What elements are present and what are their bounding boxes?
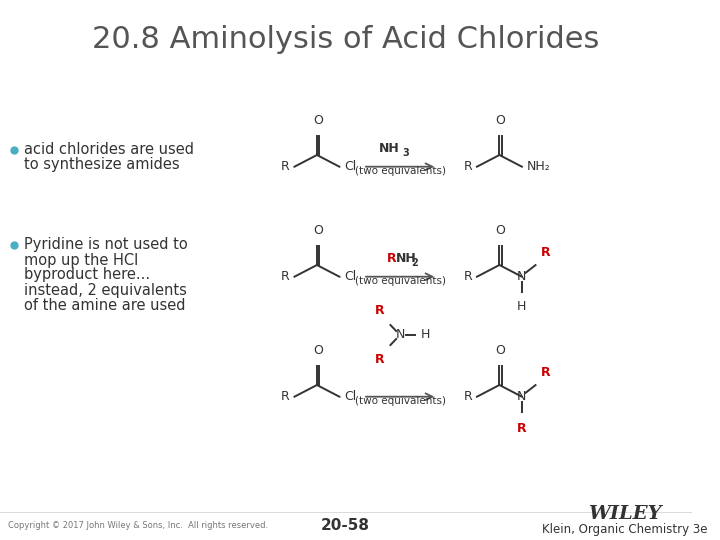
Text: H: H bbox=[421, 328, 431, 341]
Text: O: O bbox=[495, 345, 505, 357]
Text: NH: NH bbox=[396, 252, 417, 265]
Text: NH₂: NH₂ bbox=[527, 160, 551, 173]
Text: Copyright © 2017 John Wiley & Sons, Inc.  All rights reserved.: Copyright © 2017 John Wiley & Sons, Inc.… bbox=[8, 522, 268, 530]
Text: 2: 2 bbox=[412, 258, 418, 268]
Text: H: H bbox=[517, 300, 526, 313]
Text: (two equivalents): (two equivalents) bbox=[354, 396, 446, 406]
Text: R: R bbox=[464, 160, 472, 173]
Text: Cl: Cl bbox=[344, 160, 356, 173]
Text: N: N bbox=[517, 270, 526, 283]
Text: R: R bbox=[464, 270, 472, 283]
Text: R: R bbox=[541, 246, 551, 259]
Text: O: O bbox=[313, 225, 323, 238]
Text: O: O bbox=[313, 114, 323, 127]
Text: R: R bbox=[541, 366, 551, 379]
Text: Cl: Cl bbox=[344, 390, 356, 403]
Text: R: R bbox=[375, 304, 384, 317]
Text: (two equivalents): (two equivalents) bbox=[354, 276, 446, 286]
Text: O: O bbox=[495, 225, 505, 238]
Text: Cl: Cl bbox=[344, 270, 356, 283]
Text: 20-58: 20-58 bbox=[321, 518, 370, 534]
Text: byproduct here...: byproduct here... bbox=[24, 267, 150, 282]
Text: WILEY: WILEY bbox=[588, 505, 661, 523]
Text: instead, 2 equivalents: instead, 2 equivalents bbox=[24, 282, 187, 298]
Text: O: O bbox=[495, 114, 505, 127]
Text: 3: 3 bbox=[402, 148, 409, 158]
Text: Pyridine is not used to: Pyridine is not used to bbox=[24, 238, 188, 253]
Text: N: N bbox=[395, 328, 405, 341]
Text: acid chlorides are used: acid chlorides are used bbox=[24, 143, 194, 158]
Text: (two equivalents): (two equivalents) bbox=[354, 166, 446, 176]
Text: R: R bbox=[281, 270, 289, 283]
Text: O: O bbox=[313, 345, 323, 357]
Text: R: R bbox=[464, 390, 472, 403]
Text: N: N bbox=[517, 390, 526, 403]
Text: mop up the HCl: mop up the HCl bbox=[24, 253, 138, 267]
Text: R: R bbox=[387, 252, 396, 265]
Text: to synthesize amides: to synthesize amides bbox=[24, 158, 179, 172]
Text: NH: NH bbox=[379, 141, 400, 154]
Text: 20.8 Aminolysis of Acid Chlorides: 20.8 Aminolysis of Acid Chlorides bbox=[92, 25, 600, 54]
Text: R: R bbox=[281, 160, 289, 173]
Text: of the amine are used: of the amine are used bbox=[24, 298, 186, 313]
Text: R: R bbox=[375, 353, 384, 366]
Text: R: R bbox=[281, 390, 289, 403]
Text: R: R bbox=[517, 422, 527, 435]
Text: Klein, Organic Chemistry 3e: Klein, Organic Chemistry 3e bbox=[541, 523, 707, 536]
